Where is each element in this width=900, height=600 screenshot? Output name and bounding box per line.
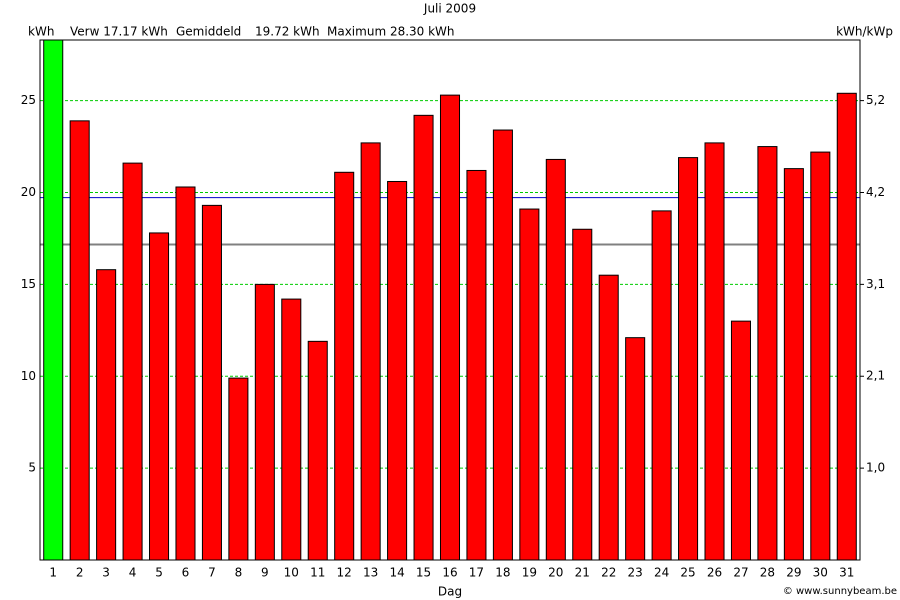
y2-axis-label: kWh/kWp bbox=[836, 25, 893, 39]
x-tick-label: 5 bbox=[155, 566, 163, 580]
bar bbox=[307, 340, 328, 561]
y-tick-label: 15 bbox=[21, 277, 36, 291]
bar bbox=[704, 142, 725, 561]
x-tick-label: 17 bbox=[469, 566, 484, 580]
bar bbox=[122, 162, 143, 561]
x-tick-label: 11 bbox=[310, 566, 325, 580]
bar bbox=[730, 320, 751, 561]
y2-tick-label: 5,2 bbox=[866, 93, 885, 107]
legend-average-label: Verw 17.17 kWh bbox=[70, 25, 168, 39]
legend-mean-label: Gemiddeld bbox=[176, 25, 241, 39]
bar bbox=[572, 228, 593, 561]
footer: © www.sunnybeam.be bbox=[783, 586, 897, 597]
bar bbox=[810, 151, 831, 561]
legend-max-label: Maximum 28.30 kWh bbox=[327, 25, 455, 39]
bar bbox=[43, 39, 64, 561]
x-tick-label: 28 bbox=[760, 566, 775, 580]
x-tick-label: 29 bbox=[786, 566, 801, 580]
y-axis-label: kWh bbox=[28, 25, 54, 39]
bar bbox=[201, 204, 222, 561]
y2-tick-label: 2,1 bbox=[866, 369, 885, 383]
plot-frame bbox=[39, 39, 861, 561]
x-tick-label: 26 bbox=[707, 566, 722, 580]
x-axis-label: Dag bbox=[438, 585, 462, 599]
chart-title: Juli 2009 bbox=[423, 2, 476, 16]
y-tick-label: 25 bbox=[21, 93, 36, 107]
bar bbox=[678, 157, 699, 561]
x-tick-label: 9 bbox=[261, 566, 269, 580]
bar bbox=[492, 129, 513, 561]
bar bbox=[334, 171, 355, 561]
x-tick-label: 16 bbox=[442, 566, 457, 580]
x-tick-label: 12 bbox=[337, 566, 352, 580]
bar bbox=[439, 94, 461, 561]
bar bbox=[836, 92, 857, 561]
bar bbox=[598, 274, 619, 561]
x-tick-label: 4 bbox=[129, 566, 137, 580]
x-tick-label: 31 bbox=[839, 566, 854, 580]
x-tick-label: 22 bbox=[601, 566, 616, 580]
bar bbox=[466, 169, 487, 561]
bar bbox=[69, 120, 90, 561]
bar bbox=[413, 114, 434, 561]
y-tick-label: 5 bbox=[28, 461, 36, 475]
bar bbox=[149, 232, 170, 561]
x-tick-label: 27 bbox=[733, 566, 748, 580]
x-tick-label: 19 bbox=[522, 566, 537, 580]
y2-tick-label: 3,1 bbox=[866, 277, 885, 291]
x-tick-label: 25 bbox=[680, 566, 695, 580]
bar bbox=[360, 142, 381, 561]
bar bbox=[625, 337, 646, 561]
bar bbox=[387, 180, 408, 561]
x-tick-label: 15 bbox=[416, 566, 431, 580]
x-tick-label: 30 bbox=[813, 566, 828, 580]
x-tick-label: 10 bbox=[284, 566, 299, 580]
bar bbox=[651, 210, 672, 561]
y2-tick-label: 4,2 bbox=[866, 185, 885, 199]
legend-mean-value: 19.72 kWh bbox=[255, 25, 320, 39]
bar bbox=[254, 283, 275, 561]
x-tick-label: 13 bbox=[363, 566, 378, 580]
x-tick-label: 8 bbox=[235, 566, 243, 580]
bar bbox=[783, 168, 804, 561]
y-tick-label: 20 bbox=[21, 185, 36, 199]
bar bbox=[228, 377, 249, 561]
x-tick-label: 20 bbox=[548, 566, 563, 580]
x-tick-label: 3 bbox=[102, 566, 110, 580]
bar bbox=[519, 208, 540, 561]
x-tick-label: 18 bbox=[495, 566, 510, 580]
x-tick-label: 7 bbox=[208, 566, 216, 580]
x-tick-label: 2 bbox=[76, 566, 84, 580]
bar bbox=[175, 186, 196, 561]
x-tick-label: 23 bbox=[628, 566, 643, 580]
x-tick-label: 24 bbox=[654, 566, 669, 580]
x-tick-label: 21 bbox=[575, 566, 590, 580]
y-tick-label: 10 bbox=[21, 369, 36, 383]
x-tick-label: 14 bbox=[389, 566, 404, 580]
x-tick-label: 1 bbox=[49, 566, 57, 580]
bar bbox=[757, 146, 778, 561]
bar bbox=[96, 269, 117, 561]
bar bbox=[281, 298, 302, 561]
bar bbox=[545, 158, 566, 561]
y2-tick-label: 1,0 bbox=[866, 461, 885, 475]
x-tick-label: 6 bbox=[182, 566, 190, 580]
